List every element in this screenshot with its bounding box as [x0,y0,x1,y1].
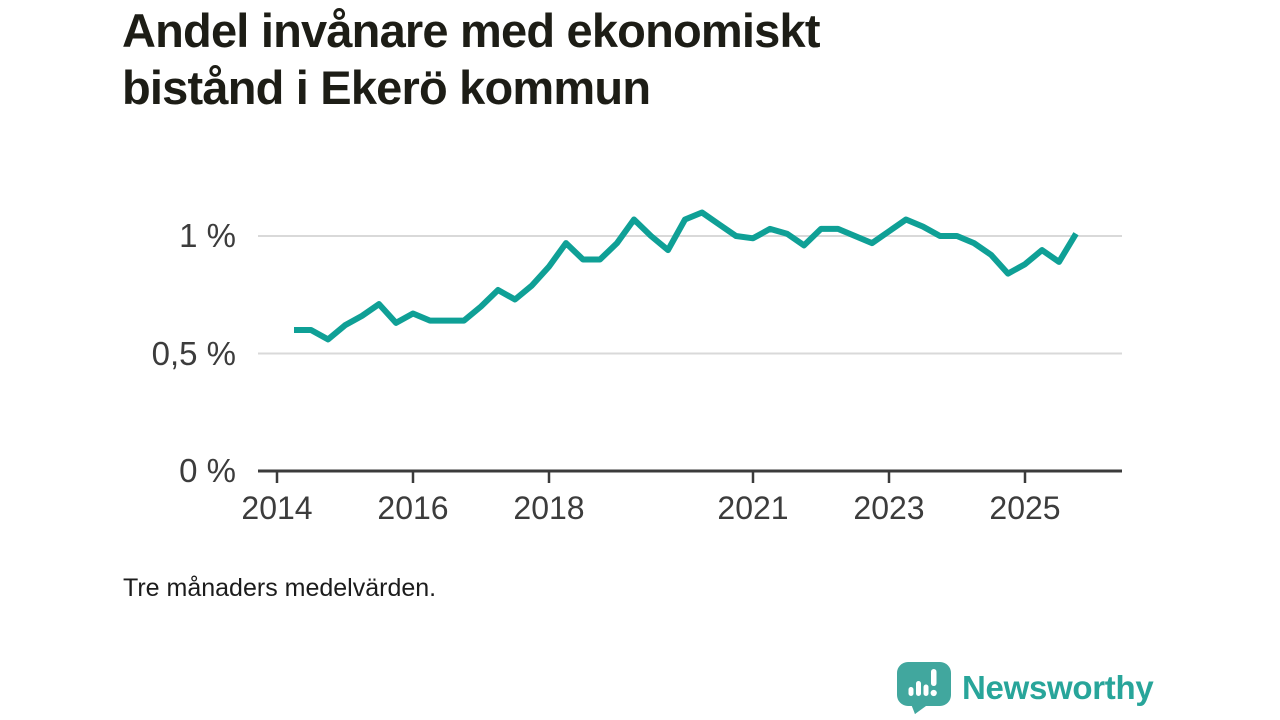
x-axis-label-2023: 2023 [853,490,925,526]
y-axis-label-0.5: 0,5 % [151,334,236,372]
x-axis-label-2016: 2016 [377,490,449,526]
brand-name: Newsworthy [962,669,1154,706]
x-axis-label-2021: 2021 [717,490,789,526]
x-axis-label-2018: 2018 [513,490,585,526]
chart-title: Andel invånare med ekonomiskt bistånd i … [122,2,820,116]
chart-title-line1: Andel invånare med ekonomiskt [122,4,820,57]
x-axis-label-2025: 2025 [989,490,1061,526]
newsworthy-brand: Newsworthy [897,662,1154,714]
x-axis-label-2014: 2014 [241,490,313,526]
newsworthy-logo-icon [897,662,951,714]
chart-title-line2: bistånd i Ekerö kommun [122,61,651,114]
y-axis-label-0: 0 % [179,452,236,489]
series-line [294,209,1079,343]
y-axis-label-1: 1 % [179,217,236,254]
chart-footnote: Tre månaders medelvärden. [123,574,437,602]
